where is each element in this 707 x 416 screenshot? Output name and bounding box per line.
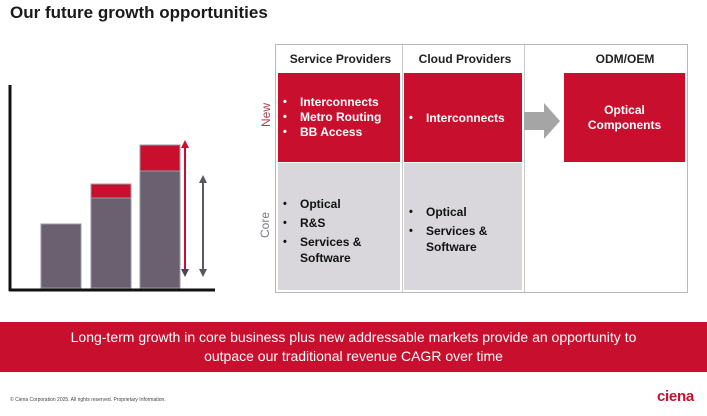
slide-title: Our future growth opportunities: [10, 3, 268, 22]
growth-illustration: [8, 85, 215, 292]
bar-new-3: [139, 144, 181, 172]
list-item-continuation: Software: [426, 240, 477, 254]
list-item: Interconnects: [278, 95, 400, 110]
column-header-odm-oem: ODM/OEM: [595, 52, 655, 66]
opportunity-matrix: Service Providers Cloud Providers ODM/OE…: [275, 44, 688, 293]
bar-new-2: [90, 183, 132, 199]
cell-new-odm-oem: Optical Components: [564, 73, 685, 162]
column-header-cloud-providers: Cloud Providers: [418, 52, 512, 66]
red-growth-arrow: [181, 140, 189, 277]
bar-core-3: [139, 170, 181, 289]
ciena-logo: ciena: [657, 388, 694, 405]
grey-growth-arrow: [199, 175, 207, 277]
cell-core-cloud-providers: Optical Services & Software: [404, 163, 522, 290]
banner-line-1: Long-term growth in core business plus n…: [70, 329, 637, 345]
cell-core-service-providers: Optical R&S Services & Software: [278, 163, 400, 290]
column-divider: [524, 45, 525, 292]
list-item-continuation: Software: [300, 251, 351, 265]
column-divider: [402, 45, 403, 292]
cell-new-service-providers: Interconnects Metro Routing BB Access: [278, 73, 400, 162]
list-item: Services &: [404, 224, 522, 239]
list-item: Optical: [404, 205, 522, 220]
odm-text-line: Optical: [604, 103, 645, 117]
list-item: BB Access: [278, 125, 400, 140]
list-item: Optical: [278, 197, 400, 212]
list-item: R&S: [278, 216, 400, 231]
takeaway-banner: Long-term growth in core business plus n…: [0, 322, 707, 372]
row-label-new: New: [259, 102, 274, 128]
row-label-core: Core: [258, 211, 273, 239]
cell-new-cloud-providers: Interconnects: [404, 73, 522, 162]
bar-core-2: [90, 197, 132, 289]
copyright-notice: © Ciena Corporation 2025. All rights res…: [10, 397, 166, 403]
column-header-service-providers: Service Providers: [289, 52, 392, 66]
odm-text-line: Components: [587, 118, 662, 132]
bar-core-1: [40, 223, 82, 289]
banner-line-2: outpace our traditional revenue CAGR ove…: [204, 348, 503, 364]
list-item: Interconnects: [404, 111, 522, 126]
list-item: Services &: [278, 235, 400, 250]
right-arrow-icon: [524, 103, 560, 139]
list-item: Metro Routing: [278, 110, 400, 125]
